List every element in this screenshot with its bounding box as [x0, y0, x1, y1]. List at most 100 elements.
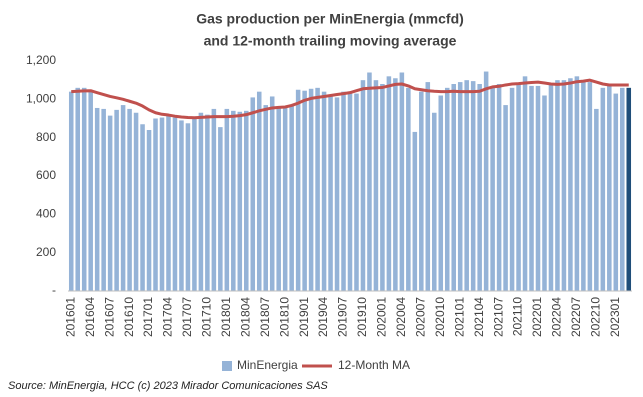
bar: [334, 97, 340, 292]
bar: [367, 72, 372, 291]
bar: [133, 112, 139, 291]
bar: [620, 87, 625, 291]
bar: [594, 108, 599, 292]
legend-label: MinEnergia: [237, 358, 298, 372]
bar: [483, 71, 489, 292]
bar: [179, 120, 184, 292]
bar: [477, 84, 482, 291]
bar: [444, 87, 450, 291]
x-tick-label: 201904: [316, 297, 330, 337]
y-tick-label: 400: [36, 207, 56, 221]
y-tick-label: 200: [36, 245, 56, 259]
x-tick-label: 201810: [277, 297, 291, 337]
bar: [256, 91, 262, 292]
bar: [626, 87, 632, 291]
bar: [399, 72, 405, 291]
bar: [529, 85, 534, 292]
bar: [412, 131, 418, 291]
bar: [269, 96, 275, 291]
y-tick-label: 800: [36, 130, 56, 144]
bar: [438, 95, 444, 291]
x-tick-label: 202010: [433, 297, 447, 337]
source-note: Source: MinEnergia, HCC (c) 2023 Mirador…: [8, 380, 328, 392]
x-tick-label: 201610: [122, 297, 136, 337]
bar: [211, 108, 217, 292]
bar: [68, 91, 74, 292]
bar: [548, 84, 554, 291]
legend-label: 12-Month MA: [338, 358, 410, 372]
bar: [386, 76, 392, 291]
bar: [503, 105, 508, 291]
bar: [146, 130, 152, 291]
bar: [555, 80, 560, 292]
bar: [114, 109, 119, 291]
bar: [302, 90, 307, 291]
bar: [159, 117, 165, 292]
bar: [380, 84, 385, 291]
bar: [341, 91, 346, 292]
bar: [568, 78, 573, 291]
ma-line: [71, 78, 629, 120]
x-tick-label: 202004: [394, 297, 408, 337]
bar: [425, 82, 431, 291]
bar: [574, 76, 580, 291]
bar: [347, 91, 353, 292]
bar: [75, 87, 80, 291]
bar: [81, 87, 87, 291]
bar: [451, 84, 456, 291]
bar: [276, 107, 281, 291]
bar: [94, 107, 100, 291]
x-tick-label: 202110: [511, 297, 525, 336]
x-tick-label: 201704: [161, 297, 175, 337]
y-tick-label: 1,200: [26, 53, 56, 67]
x-tick-label: 201701: [141, 297, 155, 337]
bar: [250, 97, 256, 292]
bar: [328, 95, 333, 291]
bar: [432, 112, 437, 291]
bar: [295, 89, 301, 291]
bar: [535, 85, 541, 292]
bar: [406, 87, 411, 291]
bar: [198, 112, 204, 291]
y-tick-label: 600: [36, 168, 56, 182]
y-tick-label: 1,000: [26, 92, 56, 106]
x-tick-label: 201801: [219, 297, 233, 337]
bar: [282, 107, 288, 291]
x-tick-label: 202201: [530, 297, 544, 337]
x-tick-label: 202204: [550, 297, 564, 337]
bar: [542, 95, 547, 291]
x-tick-label: 202301: [608, 297, 622, 337]
bar: [153, 118, 158, 291]
y-tick-label: -: [52, 283, 56, 297]
x-tick-label: 202007: [413, 297, 427, 337]
chart-title: Gas production per MinEnergia (mmcfd): [196, 11, 464, 27]
bar: [373, 80, 379, 292]
bar: [354, 93, 359, 291]
x-tick-label: 201601: [63, 297, 77, 337]
bar: [321, 91, 327, 292]
x-tick-label: 201804: [238, 297, 252, 337]
bar: [120, 105, 126, 291]
bar: [587, 82, 593, 291]
bar: [457, 82, 463, 291]
bar: [315, 87, 320, 291]
x-tick-label: 202001: [375, 297, 389, 337]
bar: [166, 114, 171, 292]
bar: [172, 117, 178, 292]
bar: [192, 118, 197, 291]
bar: [470, 81, 476, 291]
bar: [581, 80, 586, 292]
bar: [107, 115, 113, 291]
bar: [224, 108, 230, 292]
bar: [205, 114, 210, 292]
bar: [244, 110, 249, 291]
bar: [600, 87, 606, 291]
x-tick-label: 202104: [472, 297, 486, 337]
bar: [496, 84, 502, 291]
bar: [101, 108, 106, 292]
chart-title: and 12-month trailing moving average: [204, 33, 457, 49]
bar: [607, 85, 612, 292]
x-tick-label: 201707: [180, 297, 194, 337]
